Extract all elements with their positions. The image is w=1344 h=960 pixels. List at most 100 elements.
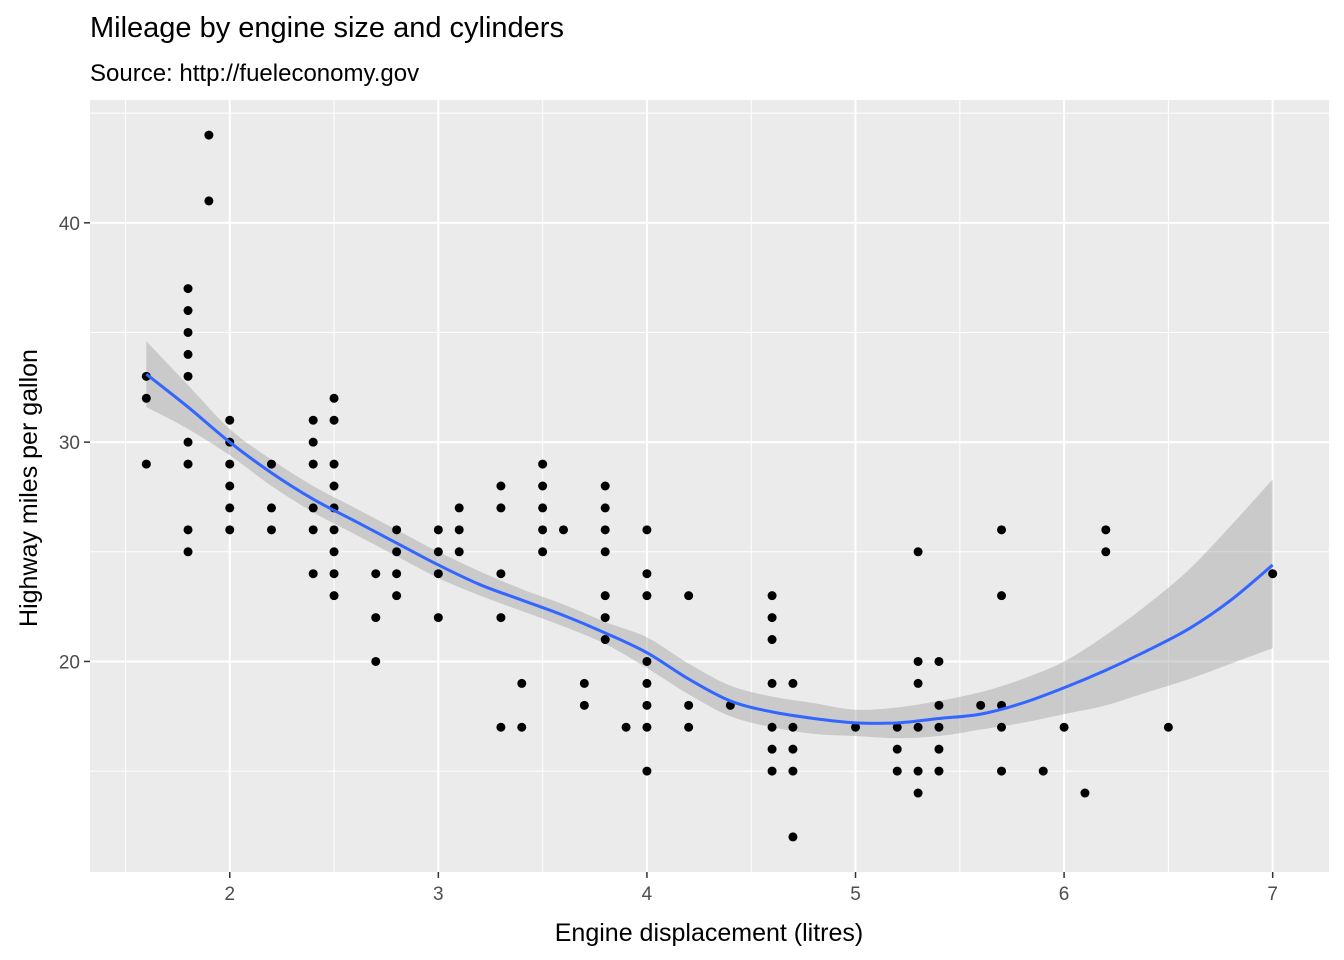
data-point [141,393,151,403]
data-point [183,284,193,294]
data-point [1268,569,1278,579]
data-point [183,306,193,316]
y-tick-label: 40 [59,214,80,235]
data-point [851,722,861,732]
data-point [788,832,798,842]
data-point [329,481,339,491]
data-point [1101,525,1111,535]
data-point [392,569,402,579]
data-point [976,700,986,710]
data-point [684,591,694,601]
data-point [496,503,506,513]
data-point [538,481,548,491]
data-point [141,459,151,469]
y-tick-label: 30 [59,433,80,454]
data-point [892,722,902,732]
x-tick-label: 4 [642,884,653,905]
data-point [225,459,235,469]
data-point [642,569,652,579]
data-point [183,371,193,381]
data-point [934,766,944,776]
data-point [204,196,214,206]
data-point [433,525,443,535]
data-point [558,525,568,535]
data-point [997,766,1007,776]
data-point [329,415,339,425]
x-tick-label: 5 [850,884,861,905]
x-tick-label: 7 [1267,884,1278,905]
data-point [600,525,610,535]
data-point [517,722,527,732]
data-point [329,591,339,601]
data-point [997,591,1007,601]
data-point [308,569,318,579]
y-tick-label: 20 [59,652,80,673]
data-point [204,130,214,140]
y-axis: 20 30 40 [59,214,90,673]
data-point [913,766,923,776]
data-point [1163,722,1173,732]
data-point [642,722,652,732]
data-point [538,525,548,535]
data-point [934,722,944,732]
data-point [183,459,193,469]
data-point [913,722,923,732]
x-tick-label: 2 [224,884,235,905]
data-point [329,525,339,535]
data-points [141,130,1278,842]
data-point [767,766,777,776]
data-point [266,525,276,535]
data-point [913,788,923,798]
data-point [183,547,193,557]
data-point [600,613,610,623]
data-point [308,459,318,469]
data-point [433,569,443,579]
data-point [600,503,610,513]
data-point [892,766,902,776]
data-point [642,766,652,776]
y-axis-title: Highway miles per gallon [15,349,43,627]
data-point [433,613,443,623]
data-point [308,437,318,447]
data-point [1038,766,1048,776]
data-point [913,678,923,688]
data-point [392,547,402,557]
data-point [308,525,318,535]
data-point [913,656,923,666]
data-point [1059,722,1069,732]
data-point [496,569,506,579]
data-point [684,722,694,732]
data-point [496,613,506,623]
data-point [600,481,610,491]
x-tick-label: 3 [433,884,444,905]
data-point [788,766,798,776]
data-point [934,744,944,754]
data-point [183,525,193,535]
data-point [433,547,443,557]
data-point [934,656,944,666]
data-point [329,547,339,557]
data-point [642,678,652,688]
data-point [266,503,276,513]
chart-subtitle: Source: http://fueleconomy.gov [90,60,420,87]
x-axis-title: Engine displacement (litres) [555,919,863,947]
data-point [934,700,944,710]
data-point [767,744,777,754]
data-point [308,503,318,513]
data-point [621,722,631,732]
data-point [308,415,318,425]
data-point [371,656,381,666]
data-point [767,613,777,623]
x-tick-label: 6 [1059,884,1070,905]
data-point [788,678,798,688]
data-point [225,525,235,535]
data-point [1101,547,1111,557]
x-axis: 2 3 4 5 6 7 [224,872,1278,905]
data-point [767,635,777,645]
data-point [225,415,235,425]
data-point [266,459,276,469]
data-point [371,613,381,623]
data-point [600,547,610,557]
data-point [997,722,1007,732]
data-point [329,393,339,403]
